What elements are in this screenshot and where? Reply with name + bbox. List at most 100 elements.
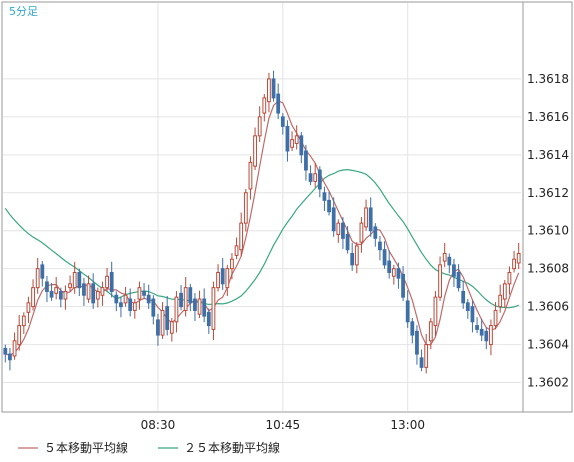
chart-frame [1,1,573,413]
candle-body [493,309,498,327]
candle-body [294,135,299,144]
candle-body [313,173,318,182]
candle-body [8,353,12,361]
candle-body [179,292,183,308]
ma5-layer [5,100,520,356]
y-tick-label: 1.3604 [527,338,569,352]
candle-body [378,241,382,251]
candle-body [248,161,253,190]
y-axis-labels: 1.3618 1.3616 1.3614 1.3612 1.3610 1.3608 1.36… [527,72,569,390]
timeframe-label: 5分足 [9,5,38,18]
candle-body [197,298,202,315]
candle-body [211,287,216,330]
candle-body [327,199,331,213]
candle-body [31,287,35,308]
candle-body [479,328,484,336]
candle-body [26,302,31,313]
candle-body [285,125,290,152]
candle-body [225,268,230,289]
candle-body [428,321,433,342]
candle-body [216,271,220,289]
candle-body [424,344,429,368]
legend: ５本移動平均線 ２５本移動平均線 [18,440,280,455]
candle-body [239,222,244,251]
candle-body [512,258,516,270]
y-tick-label: 1.3610 [527,224,569,238]
candle-body [58,290,63,300]
candle-body [160,309,165,336]
candle-body [382,249,387,266]
legend-ma25-label: ２５本移動平均線 [184,440,280,455]
candle-body [123,294,128,304]
candle-body [165,306,170,330]
candle-body [45,281,49,292]
candle-body [119,302,123,308]
candle-body [304,150,308,171]
candle-body [169,321,174,334]
y-tick-label: 1.3602 [527,376,569,390]
candle-body [206,311,211,327]
candle-body [322,192,327,201]
candle-body [49,290,54,298]
candle-body [257,116,262,137]
candle-body [290,139,294,148]
candle-body [470,306,475,323]
candle-body [183,287,188,311]
candle-body [405,300,410,323]
candle-body [433,296,438,327]
candle-body [401,273,405,298]
candle-body [146,294,151,304]
candle-body [3,347,8,355]
candle-body [410,321,415,336]
candle-body [419,357,424,368]
candle-body [331,207,336,232]
ma25-layer [4,168,519,309]
plot-frame [1,1,524,413]
candle-body [373,226,378,239]
candle-body [17,325,22,346]
candle-body [91,283,96,304]
chart-grid [3,3,521,411]
candle-body [280,116,285,127]
y-tick-label: 1.3618 [527,72,569,86]
candle-body [368,207,373,232]
candle-body [507,271,512,285]
candle-body [271,78,276,99]
candle-body [317,169,322,190]
candle-body [243,192,248,224]
candle-body [341,222,345,239]
candle-body [72,271,77,289]
candle-body [442,252,447,262]
ma25-line [4,168,519,309]
candle-body [502,283,507,300]
candle-body [82,283,86,296]
candle-body [193,298,197,311]
candle-body [132,302,137,311]
candle-body [54,287,59,294]
candle-body [105,275,109,289]
candle-body [188,287,193,304]
x-tick-label: 08:30 [141,418,176,432]
candle-body [40,264,45,279]
candle-body [452,264,456,277]
candle-body [100,287,105,296]
candle-body [484,330,489,342]
candle-body [456,271,461,289]
ma5-line [5,100,520,356]
candle-body [359,222,364,243]
candle-body [350,252,355,266]
candle-body [21,315,26,327]
legend-ma5-label: ５本移動平均線 [44,440,128,455]
candle-body [516,252,521,264]
candle-body [156,319,160,336]
x-tick-label: 10:45 [266,418,301,432]
candle-body [230,258,234,270]
y-tick-label: 1.3616 [527,110,569,124]
candle-body [299,135,304,156]
candle-body [202,298,207,317]
candle-body [396,268,401,279]
candle-body [234,245,239,256]
candle-body [354,245,359,266]
candle-body [489,325,493,346]
